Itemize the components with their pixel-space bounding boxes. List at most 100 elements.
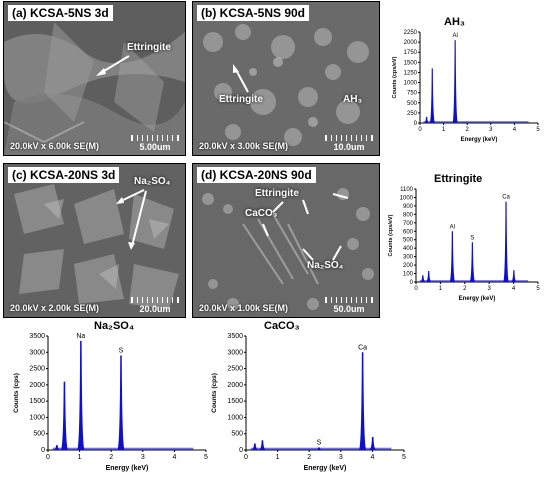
- y-axis-label: Counts (cps/eV): [388, 214, 394, 256]
- spectrum-title: CaCO₃: [264, 320, 300, 332]
- x-tick-label: 0: [418, 127, 422, 133]
- spectrum-peak: [503, 201, 509, 282]
- spectrum-plot: 0 250 500 750 1000 1250 1500 1750 2000 2250 0 1 2 3 4 5…: [392, 30, 540, 143]
- x-tick-label: 4: [370, 454, 374, 461]
- x-tick-label: 2: [463, 286, 467, 292]
- spectrum-title: Na₂SO₄: [94, 320, 135, 332]
- y-tick-label: 3000: [29, 349, 45, 356]
- x-tick-label: 3: [488, 286, 492, 292]
- y-tick-label: 2000: [404, 40, 418, 46]
- y-tick-label: 500: [231, 431, 243, 438]
- x-tick-label: 1: [78, 454, 82, 461]
- spectrum-title: Ettringite: [434, 173, 483, 185]
- peak-label: Al: [450, 224, 455, 230]
- y-tick-label: 1100: [400, 187, 414, 193]
- spectrum-peak: [423, 116, 430, 123]
- y-axis-label: Counts (cps/eV): [392, 56, 398, 98]
- x-tick-label: 0: [414, 286, 418, 292]
- y-tick-label: 1500: [404, 60, 418, 66]
- x-tick-label: 2: [109, 454, 113, 461]
- peak-label: Ca: [358, 344, 367, 351]
- spectrum-peak: [510, 270, 517, 282]
- x-tick-label: 5: [402, 454, 406, 461]
- eds-spectrum-na2so4: Na₂SO₄ 0 500 1000 1500 2000 2500 3000 3500 0 1 2 3 4…: [6, 320, 212, 472]
- eds-spectrum-ettringite: Ettringite 0 100 200 300 400 500 600 700 800 900 1…: [386, 173, 544, 302]
- y-tick-label: 3500: [29, 333, 45, 340]
- sem-info: 20.0kV x 6.00k SE(M): [10, 141, 100, 151]
- y-axis-label: Counts (cps): [13, 373, 20, 413]
- x-tick-label: 3: [339, 454, 343, 461]
- y-tick-label: 1250: [404, 70, 418, 76]
- spectrum-peak: [452, 40, 458, 123]
- spectrum-peak: [53, 445, 61, 450]
- y-tick-label: 750: [407, 91, 418, 97]
- peak-label: Al: [452, 33, 457, 39]
- x-axis-label: Energy (keV): [106, 465, 149, 472]
- y-tick-label: 1000: [404, 81, 418, 87]
- spectrum-peak: [77, 340, 85, 450]
- annotation-caco3: CaCO₃: [245, 208, 278, 219]
- peak-label: Na: [76, 333, 85, 340]
- y-tick-label: 0: [239, 447, 243, 454]
- y-tick-label: 0: [414, 121, 418, 127]
- spectrum-peak: [429, 68, 436, 123]
- y-tick-label: 3000: [227, 349, 243, 356]
- spectrum-baseline: [250, 447, 392, 450]
- y-axis-label: Counts (cps): [211, 373, 218, 413]
- spectrum-peak: [449, 231, 456, 282]
- spectrum-peak: [251, 443, 259, 450]
- spectrum-peak: [469, 242, 476, 282]
- panel-label: (b) KCSA-5NS 90d: [197, 5, 310, 21]
- spectrum-peak: [315, 447, 323, 450]
- scale-label: 20.0um: [139, 304, 171, 314]
- y-tick-label: 400: [403, 246, 414, 252]
- y-tick-label: 1500: [227, 398, 243, 405]
- x-tick-label: 4: [172, 454, 176, 461]
- peak-label: S: [470, 235, 474, 241]
- sem-info: 20.0kV x 3.00k SE(M): [199, 141, 289, 151]
- x-tick-label: 2: [307, 454, 311, 461]
- spectrum-peak: [358, 352, 367, 450]
- sem-texture: [193, 164, 379, 317]
- panel-label: (a) KCSA-5NS 3d: [8, 5, 113, 21]
- y-tick-label: 500: [407, 101, 418, 107]
- x-tick-label: 3: [141, 454, 145, 461]
- x-axis-label: Energy (keV): [459, 296, 496, 302]
- y-tick-label: 300: [403, 255, 414, 261]
- annotation-ettringite: Ettringite: [127, 42, 171, 53]
- x-tick-label: 5: [536, 286, 540, 292]
- x-tick-label: 3: [489, 127, 493, 133]
- y-tick-label: 700: [403, 221, 414, 227]
- spectrum-peak: [425, 271, 432, 282]
- x-tick-label: 0: [46, 454, 50, 461]
- y-tick-label: 0: [41, 447, 45, 454]
- x-tick-label: 1: [439, 286, 443, 292]
- x-tick-label: 0: [244, 454, 248, 461]
- peak-label: S: [317, 439, 322, 446]
- spectrum-plot: 0 500 1000 1500 2000 2500 3000 3500 0 1 2 3 4 5 Energy…: [211, 333, 406, 472]
- sem-info: 20.0kV x 1.00k SE(M): [199, 303, 289, 313]
- panel-label: (c) KCSA-20NS 3d: [8, 167, 120, 183]
- sem-panel-d: (d) KCSA-20NS 90d Ettringite CaCO₃ Na₂SO…: [192, 163, 380, 318]
- x-tick-label: 2: [466, 127, 470, 133]
- y-tick-label: 200: [403, 263, 414, 269]
- y-tick-label: 1000: [400, 195, 414, 201]
- y-tick-label: 2250: [404, 30, 418, 36]
- y-tick-label: 1750: [404, 50, 418, 56]
- scale-label: 10.0um: [333, 142, 365, 152]
- y-tick-label: 800: [403, 212, 414, 218]
- eds-spectrum-caco3: CaCO₃ 0 500 1000 1500 2000 2500 3000 3500 0 1 2 3 4 5…: [204, 320, 410, 472]
- scale-bar: 10.0um: [325, 135, 373, 152]
- scale-bar: 20.0um: [131, 297, 179, 314]
- x-tick-label: 1: [276, 454, 280, 461]
- x-axis-label: Energy (keV): [461, 137, 498, 143]
- x-tick-label: 1: [442, 127, 446, 133]
- x-tick-label: 4: [512, 286, 516, 292]
- spectrum-plot: 0 500 1000 1500 2000 2500 3000 3500 0 1 2 3 4 5 Energy…: [13, 333, 208, 472]
- spectrum-peak: [419, 275, 426, 282]
- annotation-ettringite: Ettringite: [219, 94, 263, 105]
- sem-panel-c: (c) KCSA-20NS 3d Na₂SO₄ 20.0kV x 2.00k S…: [3, 163, 186, 318]
- x-tick-label: 5: [204, 454, 208, 461]
- annotation-na2so4: Na₂SO₄: [134, 176, 171, 187]
- peak-label: S: [119, 348, 124, 355]
